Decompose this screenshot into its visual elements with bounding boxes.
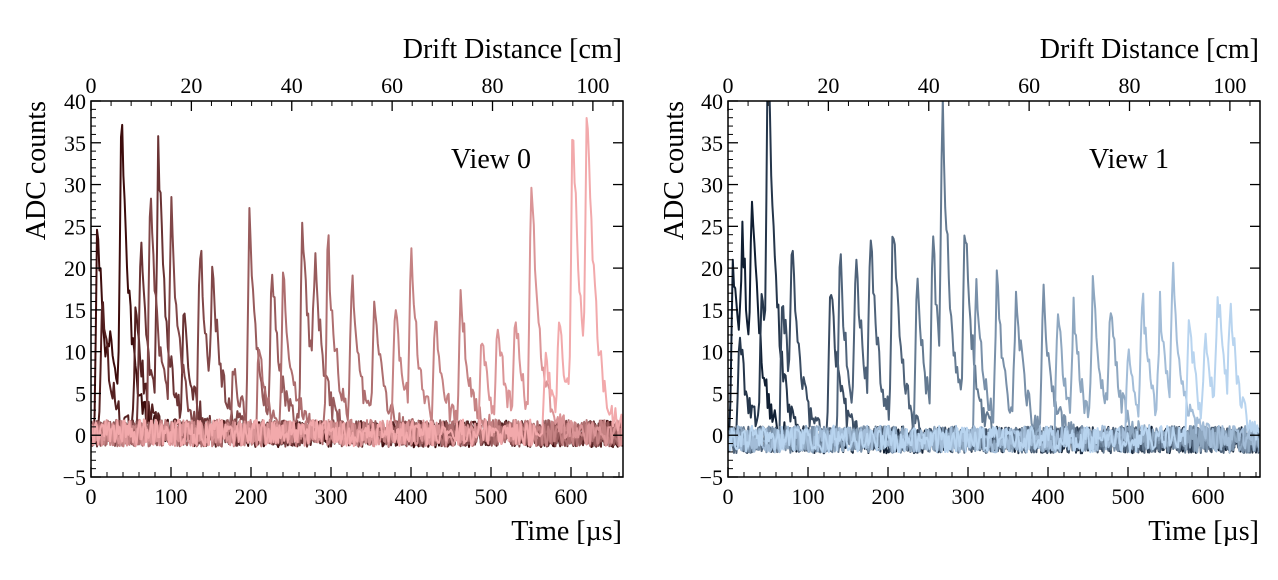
y-axis-title-view-0: ADC counts <box>21 101 52 240</box>
x-tick-label: 200 <box>235 484 268 509</box>
x-axis-title-view-0: Time [µs] <box>511 516 622 547</box>
y-tick-label: 40 <box>701 89 723 114</box>
x-axis-title-view-1: Time [µs] <box>1148 516 1259 547</box>
top-tick-label: 80 <box>482 73 504 98</box>
y-tick-label: 20 <box>701 256 723 281</box>
x-tick-label: 300 <box>315 484 348 509</box>
top-tick-label: 80 <box>1119 73 1141 98</box>
x-tick-label: 200 <box>872 484 905 509</box>
x-tick-label: 300 <box>952 484 985 509</box>
top-tick-label: 0 <box>723 73 734 98</box>
top-tick-label: 60 <box>1018 73 1040 98</box>
x-tick-label: 500 <box>475 484 508 509</box>
y-tick-label: 10 <box>64 340 86 365</box>
y-tick-label: 5 <box>712 381 723 406</box>
top-axis-title-view-1: Drift Distance [cm] <box>1040 34 1259 65</box>
y-tick-label: 35 <box>64 131 86 156</box>
y-tick-label: 20 <box>64 256 86 281</box>
y-tick-label: 10 <box>701 340 723 365</box>
y-tick-label: 40 <box>64 89 86 114</box>
y-axis-title-view-1: ADC counts <box>659 101 690 240</box>
plot-area-view-1 <box>728 101 1260 455</box>
top-tick-label: 100 <box>1213 73 1246 98</box>
y-tick-label: 0 <box>75 423 86 448</box>
x-tick-label: 100 <box>792 484 825 509</box>
y-tick-label: −5 <box>63 465 86 490</box>
top-tick-label: 40 <box>918 73 940 98</box>
y-tick-label: 30 <box>701 173 723 198</box>
x-tick-label: 500 <box>1112 484 1145 509</box>
y-tick-label: 5 <box>75 381 86 406</box>
top-axis-title-view-0: Drift Distance [cm] <box>403 34 622 65</box>
x-tick-label: 600 <box>1192 484 1225 509</box>
waveform-wf-9 <box>728 296 1260 454</box>
y-tick-label: 15 <box>701 298 723 323</box>
x-tick-label: 0 <box>723 484 734 509</box>
top-tick-label: 100 <box>576 73 609 98</box>
y-tick-label: −5 <box>700 465 723 490</box>
x-tick-label: 400 <box>1032 484 1065 509</box>
top-tick-label: 20 <box>817 73 839 98</box>
y-tick-label: 30 <box>64 173 86 198</box>
top-tick-label: 0 <box>86 73 97 98</box>
x-tick-label: 600 <box>555 484 588 509</box>
x-tick-label: 0 <box>86 484 97 509</box>
plot-frame-view-1 <box>727 100 1261 478</box>
y-tick-label: 15 <box>64 298 86 323</box>
waveform-wf-8 <box>728 261 1260 454</box>
plot-frame-view-0 <box>90 100 624 478</box>
x-tick-label: 100 <box>155 484 188 509</box>
top-tick-label: 40 <box>281 73 303 98</box>
y-tick-label: 25 <box>701 214 723 239</box>
view-label-1: View 1 <box>1089 144 1169 175</box>
y-tick-label: 35 <box>701 131 723 156</box>
y-tick-label: 25 <box>64 214 86 239</box>
waveform-wf-9 <box>91 117 623 448</box>
x-tick-label: 400 <box>395 484 428 509</box>
plot-area-view-0 <box>91 117 623 449</box>
top-tick-label: 60 <box>381 73 403 98</box>
top-tick-label: 20 <box>180 73 202 98</box>
y-tick-label: 0 <box>712 423 723 448</box>
view-label-0: View 0 <box>451 144 531 175</box>
